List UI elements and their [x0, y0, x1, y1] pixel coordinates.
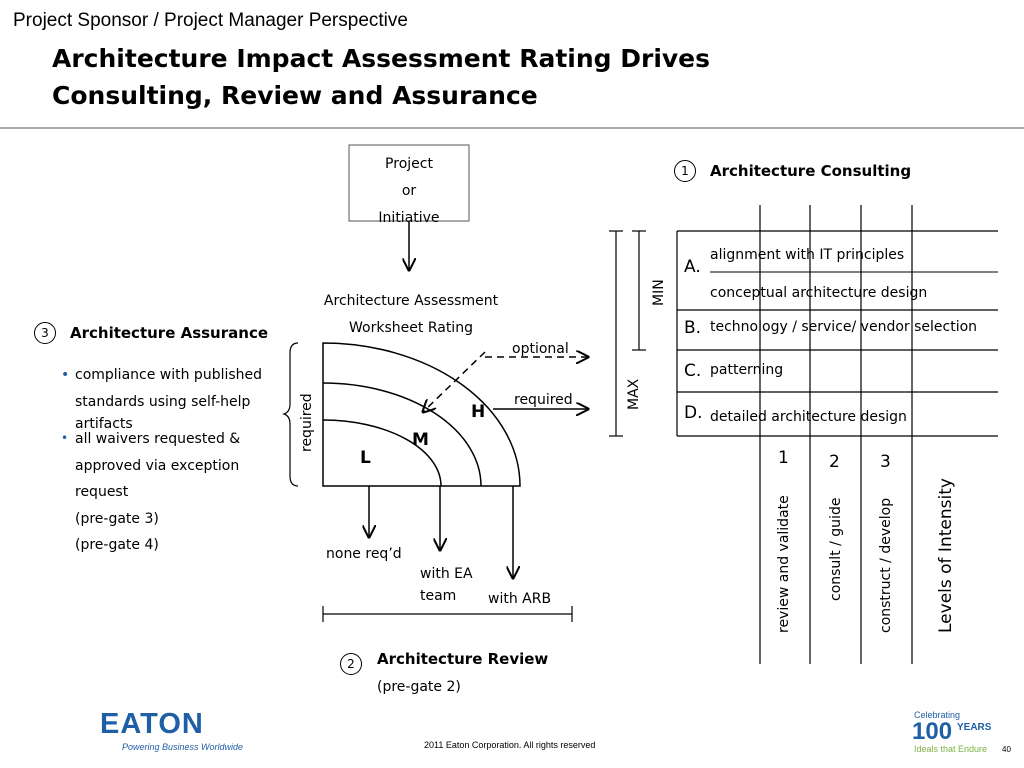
eaton-tagline: Powering Business Worldwide [122, 742, 244, 752]
anniversary-years: YEARS [957, 722, 992, 733]
rating-medium: M [412, 430, 429, 450]
consulting-title: Architecture Consulting [710, 162, 912, 180]
row-a-item-1: alignment with IT principles [710, 247, 905, 263]
consulting-number-badge: 1 [674, 160, 696, 182]
none-required-label: none req’d [326, 546, 402, 562]
min-label: MIN [651, 279, 667, 306]
ideals-tagline: Ideals that Endure [914, 744, 988, 754]
title-line-2: Consulting, Review and Assurance [52, 81, 538, 110]
bullet-2-line-2: approved via exception [75, 458, 240, 474]
row-d-letter: D. [684, 403, 703, 423]
level-2-number: 2 [829, 452, 840, 472]
level-2-label: consult / guide [828, 497, 844, 601]
worksheet-label: Architecture Assessment Worksheet Rating [316, 288, 506, 342]
required-label: required [514, 392, 573, 408]
review-number-badge: 2 [340, 653, 362, 675]
page-title: Architecture Impact Assessment Rating Dr… [52, 40, 710, 114]
celebrating-label: Celebrating [914, 710, 961, 720]
review-title: Architecture Review [377, 650, 549, 668]
row-c-item-1: patterning [710, 362, 784, 378]
assurance-number-badge: 3 [34, 322, 56, 344]
row-b-letter: B. [684, 318, 702, 338]
levels-of-intensity-label: Levels of Intensity [936, 478, 956, 633]
level-3-label: construct / develop [878, 497, 894, 633]
bullet-1-marker: • [61, 367, 70, 383]
header-divider [0, 127, 1024, 129]
eaton-logo: EATON [100, 708, 204, 740]
anniversary-100: 100 [912, 718, 953, 745]
required-brace-label: required [299, 393, 315, 452]
row-a-item-2: conceptual architecture design [710, 285, 928, 301]
worksheet-line-2: Worksheet Rating [349, 320, 473, 336]
row-b-item-1: technology / service/ vendor selection [710, 319, 978, 335]
worksheet-line-1: Architecture Assessment [323, 293, 499, 309]
with-arb-label: with ARB [488, 591, 552, 607]
with-ea-line-1: with EA [420, 566, 473, 582]
bullet-2-line-3: request [75, 484, 129, 500]
level-1-label: review and validate [776, 495, 792, 633]
project-box-line-3: Initiative [378, 210, 440, 226]
level-3-number: 3 [880, 452, 891, 472]
max-label: MAX [626, 378, 642, 410]
row-c-letter: C. [684, 361, 702, 381]
bullet-1-line-1: compliance with published [75, 367, 263, 383]
assurance-title: Architecture Assurance [70, 324, 269, 342]
with-ea-line-2: team [420, 588, 457, 604]
project-box-line-2: or [401, 183, 417, 199]
pregate-3-label: (pre-gate 3) [75, 511, 159, 527]
project-box: Project or Initiative [349, 151, 469, 232]
row-d-item-1: detailed architecture design [710, 409, 907, 425]
page-number: 40 [1002, 745, 1011, 754]
header-subtitle: Project Sponsor / Project Manager Perspe… [13, 10, 408, 31]
optional-label: optional [512, 341, 569, 357]
with-ea-team-label: with EA team [420, 563, 473, 607]
bullet-2-marker: • [61, 431, 69, 445]
project-box-line-1: Project [385, 156, 433, 172]
row-a-letter: A. [684, 257, 701, 277]
pregate-4-label: (pre-gate 4) [75, 537, 159, 553]
review-pregate-label: (pre-gate 2) [377, 679, 461, 695]
level-1-number: 1 [778, 448, 789, 468]
bullet-2-line-1: all waivers requested & [75, 431, 241, 447]
rating-high: H [471, 402, 486, 422]
bullet-1-line-2: standards using self-help [75, 394, 251, 410]
copyright-text: 2011 Eaton Corporation. All rights reser… [424, 740, 596, 750]
title-line-1: Architecture Impact Assessment Rating Dr… [52, 44, 711, 73]
rating-low: L [360, 448, 371, 468]
bullet-1-line-3: artifacts [75, 416, 133, 432]
